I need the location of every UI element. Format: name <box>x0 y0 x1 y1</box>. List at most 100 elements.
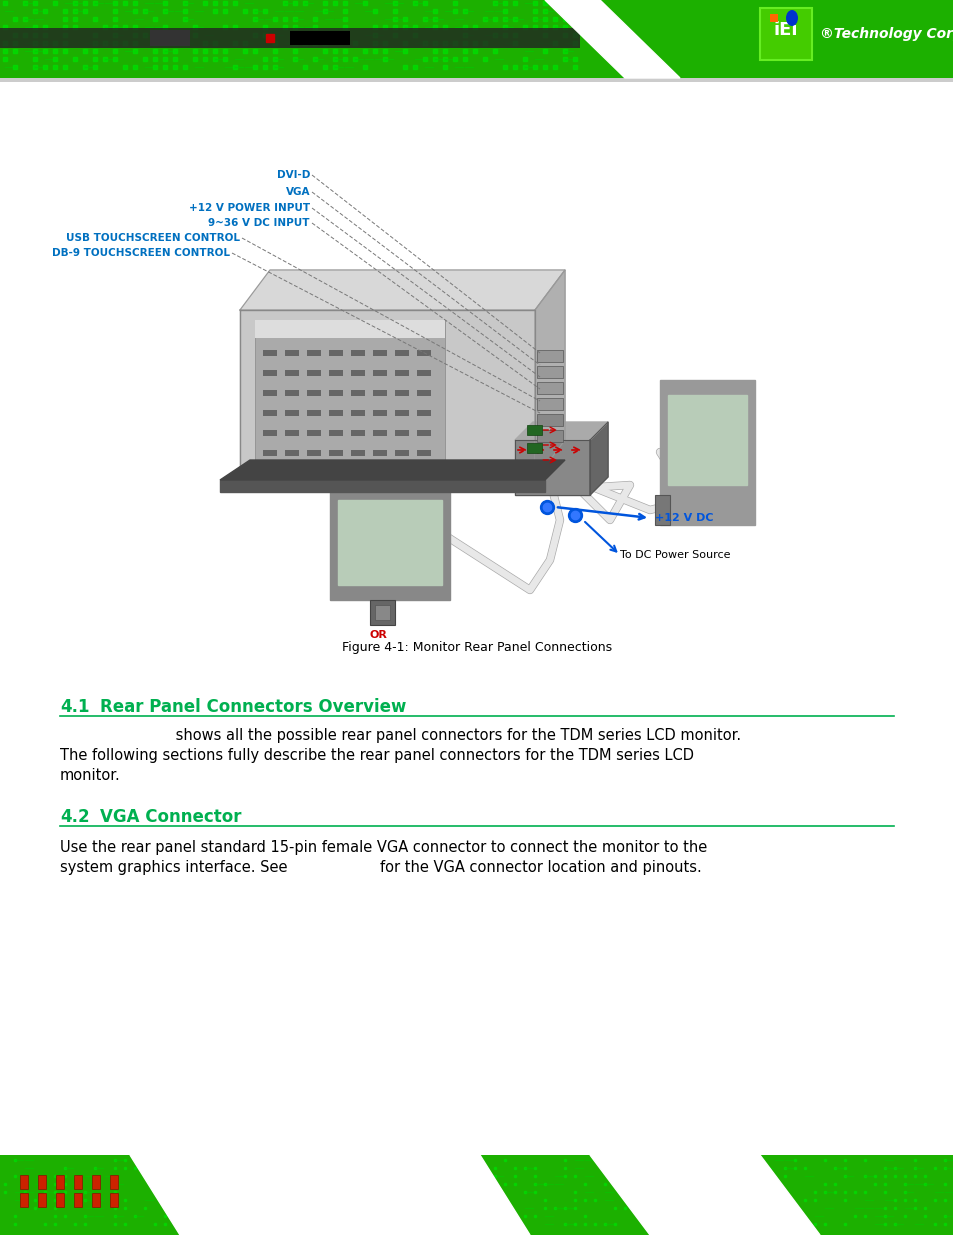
Bar <box>351 330 365 336</box>
Bar <box>56 1193 64 1207</box>
Bar <box>373 330 387 336</box>
Bar <box>351 390 365 396</box>
Text: DB-9 TOUCHSCREEN CONTROL: DB-9 TOUCHSCREEN CONTROL <box>52 248 230 258</box>
Polygon shape <box>130 1155 530 1235</box>
Polygon shape <box>667 395 746 485</box>
Polygon shape <box>515 440 589 495</box>
Bar <box>254 320 444 338</box>
Bar <box>526 425 541 435</box>
Bar <box>395 410 409 416</box>
Bar <box>395 390 409 396</box>
Bar <box>373 350 387 356</box>
Bar <box>351 350 365 356</box>
Text: Use the rear panel standard 15-pin female VGA connector to connect the monitor t: Use the rear panel standard 15-pin femal… <box>60 840 706 855</box>
Text: DVI-D: DVI-D <box>276 170 310 180</box>
Bar <box>285 370 298 375</box>
Bar <box>254 320 444 471</box>
Bar <box>351 450 365 456</box>
Bar <box>285 430 298 436</box>
Bar <box>395 350 409 356</box>
Bar <box>91 1193 100 1207</box>
Bar <box>329 370 343 375</box>
Text: Rear Panel Connectors Overview: Rear Panel Connectors Overview <box>100 698 406 716</box>
Bar <box>307 430 320 436</box>
Bar <box>373 430 387 436</box>
Text: VGA: VGA <box>285 186 310 198</box>
Text: 4.1: 4.1 <box>60 698 90 716</box>
Bar <box>375 605 390 620</box>
Bar <box>0 78 953 82</box>
Polygon shape <box>337 500 441 585</box>
Bar <box>150 30 190 46</box>
Text: monitor.: monitor. <box>60 768 121 783</box>
Bar <box>639 0 953 78</box>
Bar <box>285 450 298 456</box>
Bar <box>760 7 811 61</box>
Text: +12 V DC: +12 V DC <box>655 513 713 522</box>
Polygon shape <box>589 1155 820 1235</box>
Bar <box>110 1174 118 1189</box>
Bar <box>395 430 409 436</box>
Text: system graphics interface. See                    for the VGA connector location: system graphics interface. See for the V… <box>60 860 701 876</box>
Polygon shape <box>659 380 754 525</box>
Bar <box>537 430 562 442</box>
Text: To DC Power Source: To DC Power Source <box>619 550 730 559</box>
Bar <box>373 390 387 396</box>
Text: 9~36 V DC INPUT: 9~36 V DC INPUT <box>209 219 310 228</box>
Bar <box>0 28 579 48</box>
Bar <box>56 1174 64 1189</box>
Bar <box>285 330 298 336</box>
Bar <box>329 430 343 436</box>
Bar <box>0 1155 953 1235</box>
Text: USB TOUCHSCREEN CONTROL: USB TOUCHSCREEN CONTROL <box>66 233 240 243</box>
Ellipse shape <box>785 10 797 26</box>
Polygon shape <box>330 490 450 600</box>
Bar <box>263 330 276 336</box>
Bar <box>329 350 343 356</box>
Bar <box>537 414 562 426</box>
Bar <box>416 330 431 336</box>
Bar <box>307 350 320 356</box>
Bar <box>351 430 365 436</box>
Bar <box>329 390 343 396</box>
Bar <box>655 495 669 525</box>
Bar <box>307 450 320 456</box>
Polygon shape <box>535 270 564 480</box>
Bar <box>0 0 953 78</box>
Bar <box>74 1174 82 1189</box>
Bar <box>263 450 276 456</box>
Bar <box>307 390 320 396</box>
Bar <box>373 410 387 416</box>
Bar <box>263 410 276 416</box>
Bar <box>537 366 562 378</box>
Bar <box>263 370 276 375</box>
Bar <box>285 390 298 396</box>
Bar <box>285 350 298 356</box>
Bar <box>74 1193 82 1207</box>
Bar <box>373 450 387 456</box>
Bar <box>416 430 431 436</box>
Polygon shape <box>220 459 564 480</box>
Bar <box>395 450 409 456</box>
Polygon shape <box>589 422 607 495</box>
Bar <box>351 370 365 375</box>
Polygon shape <box>544 0 679 78</box>
Bar <box>416 370 431 375</box>
Bar <box>307 410 320 416</box>
Text: The following sections fully describe the rear panel connectors for the TDM seri: The following sections fully describe th… <box>60 748 693 763</box>
Bar <box>263 390 276 396</box>
Bar <box>307 330 320 336</box>
Bar <box>395 370 409 375</box>
Bar <box>263 350 276 356</box>
Bar <box>307 370 320 375</box>
Bar <box>537 398 562 410</box>
Bar <box>38 1174 46 1189</box>
Text: 4.2: 4.2 <box>60 808 90 826</box>
Bar <box>20 1193 28 1207</box>
Bar <box>416 410 431 416</box>
Text: Figure 4-1: Monitor Rear Panel Connections: Figure 4-1: Monitor Rear Panel Connectio… <box>341 641 612 655</box>
Bar <box>263 430 276 436</box>
Polygon shape <box>240 310 535 480</box>
Bar <box>416 350 431 356</box>
Text: shows all the possible rear panel connectors for the TDM series LCD monitor.: shows all the possible rear panel connec… <box>60 727 740 743</box>
